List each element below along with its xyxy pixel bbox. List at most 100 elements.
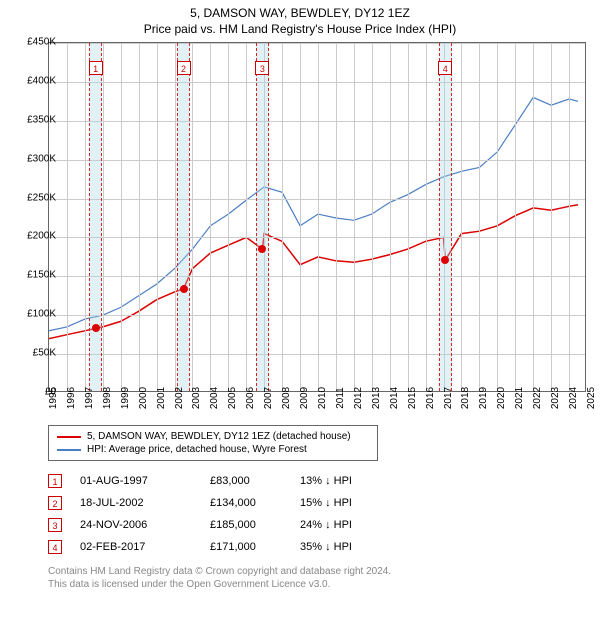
gridline-h: [49, 354, 585, 355]
gridline-v: [210, 43, 211, 391]
y-axis-label: £250K: [27, 192, 56, 203]
gridline-v: [192, 43, 193, 391]
gridline-h: [49, 315, 585, 316]
x-axis-label: 1996: [66, 387, 77, 409]
y-axis-label: £350K: [27, 114, 56, 125]
y-axis-label: £150K: [27, 270, 56, 281]
gridline-v: [67, 43, 68, 391]
gridline-v: [318, 43, 319, 391]
gridline-v: [157, 43, 158, 391]
x-axis-label: 1999: [120, 387, 131, 409]
gridline-v: [121, 43, 122, 391]
gridline-v: [426, 43, 427, 391]
x-axis-label: 2018: [460, 387, 471, 409]
gridline-v: [300, 43, 301, 391]
event-dot: [441, 256, 449, 264]
x-axis-label: 2006: [245, 387, 256, 409]
event-row: 4 02-FEB-2017£171,00035% ↓ HPI: [48, 536, 390, 558]
x-axis-label: 2005: [227, 387, 238, 409]
x-axis-label: 2007: [263, 387, 274, 409]
gridline-v: [497, 43, 498, 391]
x-axis-label: 2008: [281, 387, 292, 409]
legend-label: HPI: Average price, detached house, Wyre…: [87, 444, 307, 455]
marker-band: [177, 43, 190, 391]
event-date: 18-JUL-2002: [80, 497, 210, 509]
gridline-v: [336, 43, 337, 391]
x-axis-label: 2013: [371, 387, 382, 409]
x-axis-label: 2014: [389, 387, 400, 409]
gridline-v: [551, 43, 552, 391]
gridline-v: [408, 43, 409, 391]
x-axis-label: 2016: [425, 387, 436, 409]
gridline-v: [85, 43, 86, 391]
y-axis-label: £100K: [27, 309, 56, 320]
event-price: £134,000: [210, 497, 300, 509]
marker-band: [256, 43, 269, 391]
legend-item: 5, DAMSON WAY, BEWDLEY, DY12 1EZ (detach…: [57, 430, 369, 443]
event-diff: 24% ↓ HPI: [300, 519, 390, 531]
legend: 5, DAMSON WAY, BEWDLEY, DY12 1EZ (detach…: [48, 425, 378, 461]
chart-area: 1234: [48, 42, 586, 392]
gridline-h: [49, 237, 585, 238]
chart-title: 5, DAMSON WAY, BEWDLEY, DY12 1EZ Price p…: [0, 0, 600, 37]
x-axis-label: 1998: [102, 387, 113, 409]
x-axis-label: 2011: [335, 387, 346, 409]
event-dot: [92, 324, 100, 332]
x-axis-label: 2024: [568, 387, 579, 409]
legend-swatch: [57, 436, 81, 438]
title-line-1: 5, DAMSON WAY, BEWDLEY, DY12 1EZ: [0, 6, 600, 22]
footer-line-1: Contains HM Land Registry data © Crown c…: [48, 565, 391, 578]
x-axis-label: 2015: [407, 387, 418, 409]
x-axis-label: 2010: [317, 387, 328, 409]
event-number-box: 4: [48, 540, 62, 554]
gridline-v: [372, 43, 373, 391]
gridline-v: [175, 43, 176, 391]
marker-number-box: 4: [438, 61, 452, 75]
event-row: 218-JUL-2002£134,00015% ↓ HPI: [48, 492, 390, 514]
event-number-box: 3: [48, 518, 62, 532]
event-diff: 13% ↓ HPI: [300, 475, 390, 487]
event-date: 01-AUG-1997: [80, 475, 210, 487]
gridline-v: [390, 43, 391, 391]
x-axis-label: 2019: [478, 387, 489, 409]
gridline-v: [282, 43, 283, 391]
event-row: 324-NOV-2006£185,00024% ↓ HPI: [48, 514, 390, 536]
legend-swatch: [57, 449, 81, 451]
gridline-v: [139, 43, 140, 391]
y-axis-label: £400K: [27, 75, 56, 86]
event-price: £185,000: [210, 519, 300, 531]
marker-number-box: 2: [177, 61, 191, 75]
gridline-v: [515, 43, 516, 391]
x-axis-label: 2000: [138, 387, 149, 409]
gridline-v: [246, 43, 247, 391]
gridline-h: [49, 276, 585, 277]
x-axis-label: 2001: [156, 387, 167, 409]
gridline-h: [49, 160, 585, 161]
y-axis-label: £450K: [27, 37, 56, 48]
event-dot: [258, 245, 266, 253]
chart-container: 5, DAMSON WAY, BEWDLEY, DY12 1EZ Price p…: [0, 0, 600, 620]
footer-line-2: This data is licensed under the Open Gov…: [48, 578, 391, 591]
gridline-v: [354, 43, 355, 391]
x-axis-label: 2022: [532, 387, 543, 409]
x-axis-label: 2025: [586, 387, 597, 409]
y-axis-label: £200K: [27, 231, 56, 242]
gridline-v: [569, 43, 570, 391]
x-axis-label: 2021: [514, 387, 525, 409]
event-dot: [180, 285, 188, 293]
event-price: £171,000: [210, 541, 300, 553]
marker-number-box: 1: [89, 61, 103, 75]
footer-attribution: Contains HM Land Registry data © Crown c…: [48, 565, 391, 591]
series-line-price_paid: [49, 205, 578, 339]
gridline-v: [479, 43, 480, 391]
event-date: 02-FEB-2017: [80, 541, 210, 553]
x-axis-label: 2004: [209, 387, 220, 409]
title-line-2: Price paid vs. HM Land Registry's House …: [0, 22, 600, 38]
plot-region: 1234: [48, 42, 586, 392]
legend-item: HPI: Average price, detached house, Wyre…: [57, 443, 369, 456]
event-diff: 15% ↓ HPI: [300, 497, 390, 509]
event-diff: 35% ↓ HPI: [300, 541, 390, 553]
gridline-h: [49, 43, 585, 44]
event-row: 101-AUG-1997£83,00013% ↓ HPI: [48, 470, 390, 492]
legend-label: 5, DAMSON WAY, BEWDLEY, DY12 1EZ (detach…: [87, 431, 351, 442]
